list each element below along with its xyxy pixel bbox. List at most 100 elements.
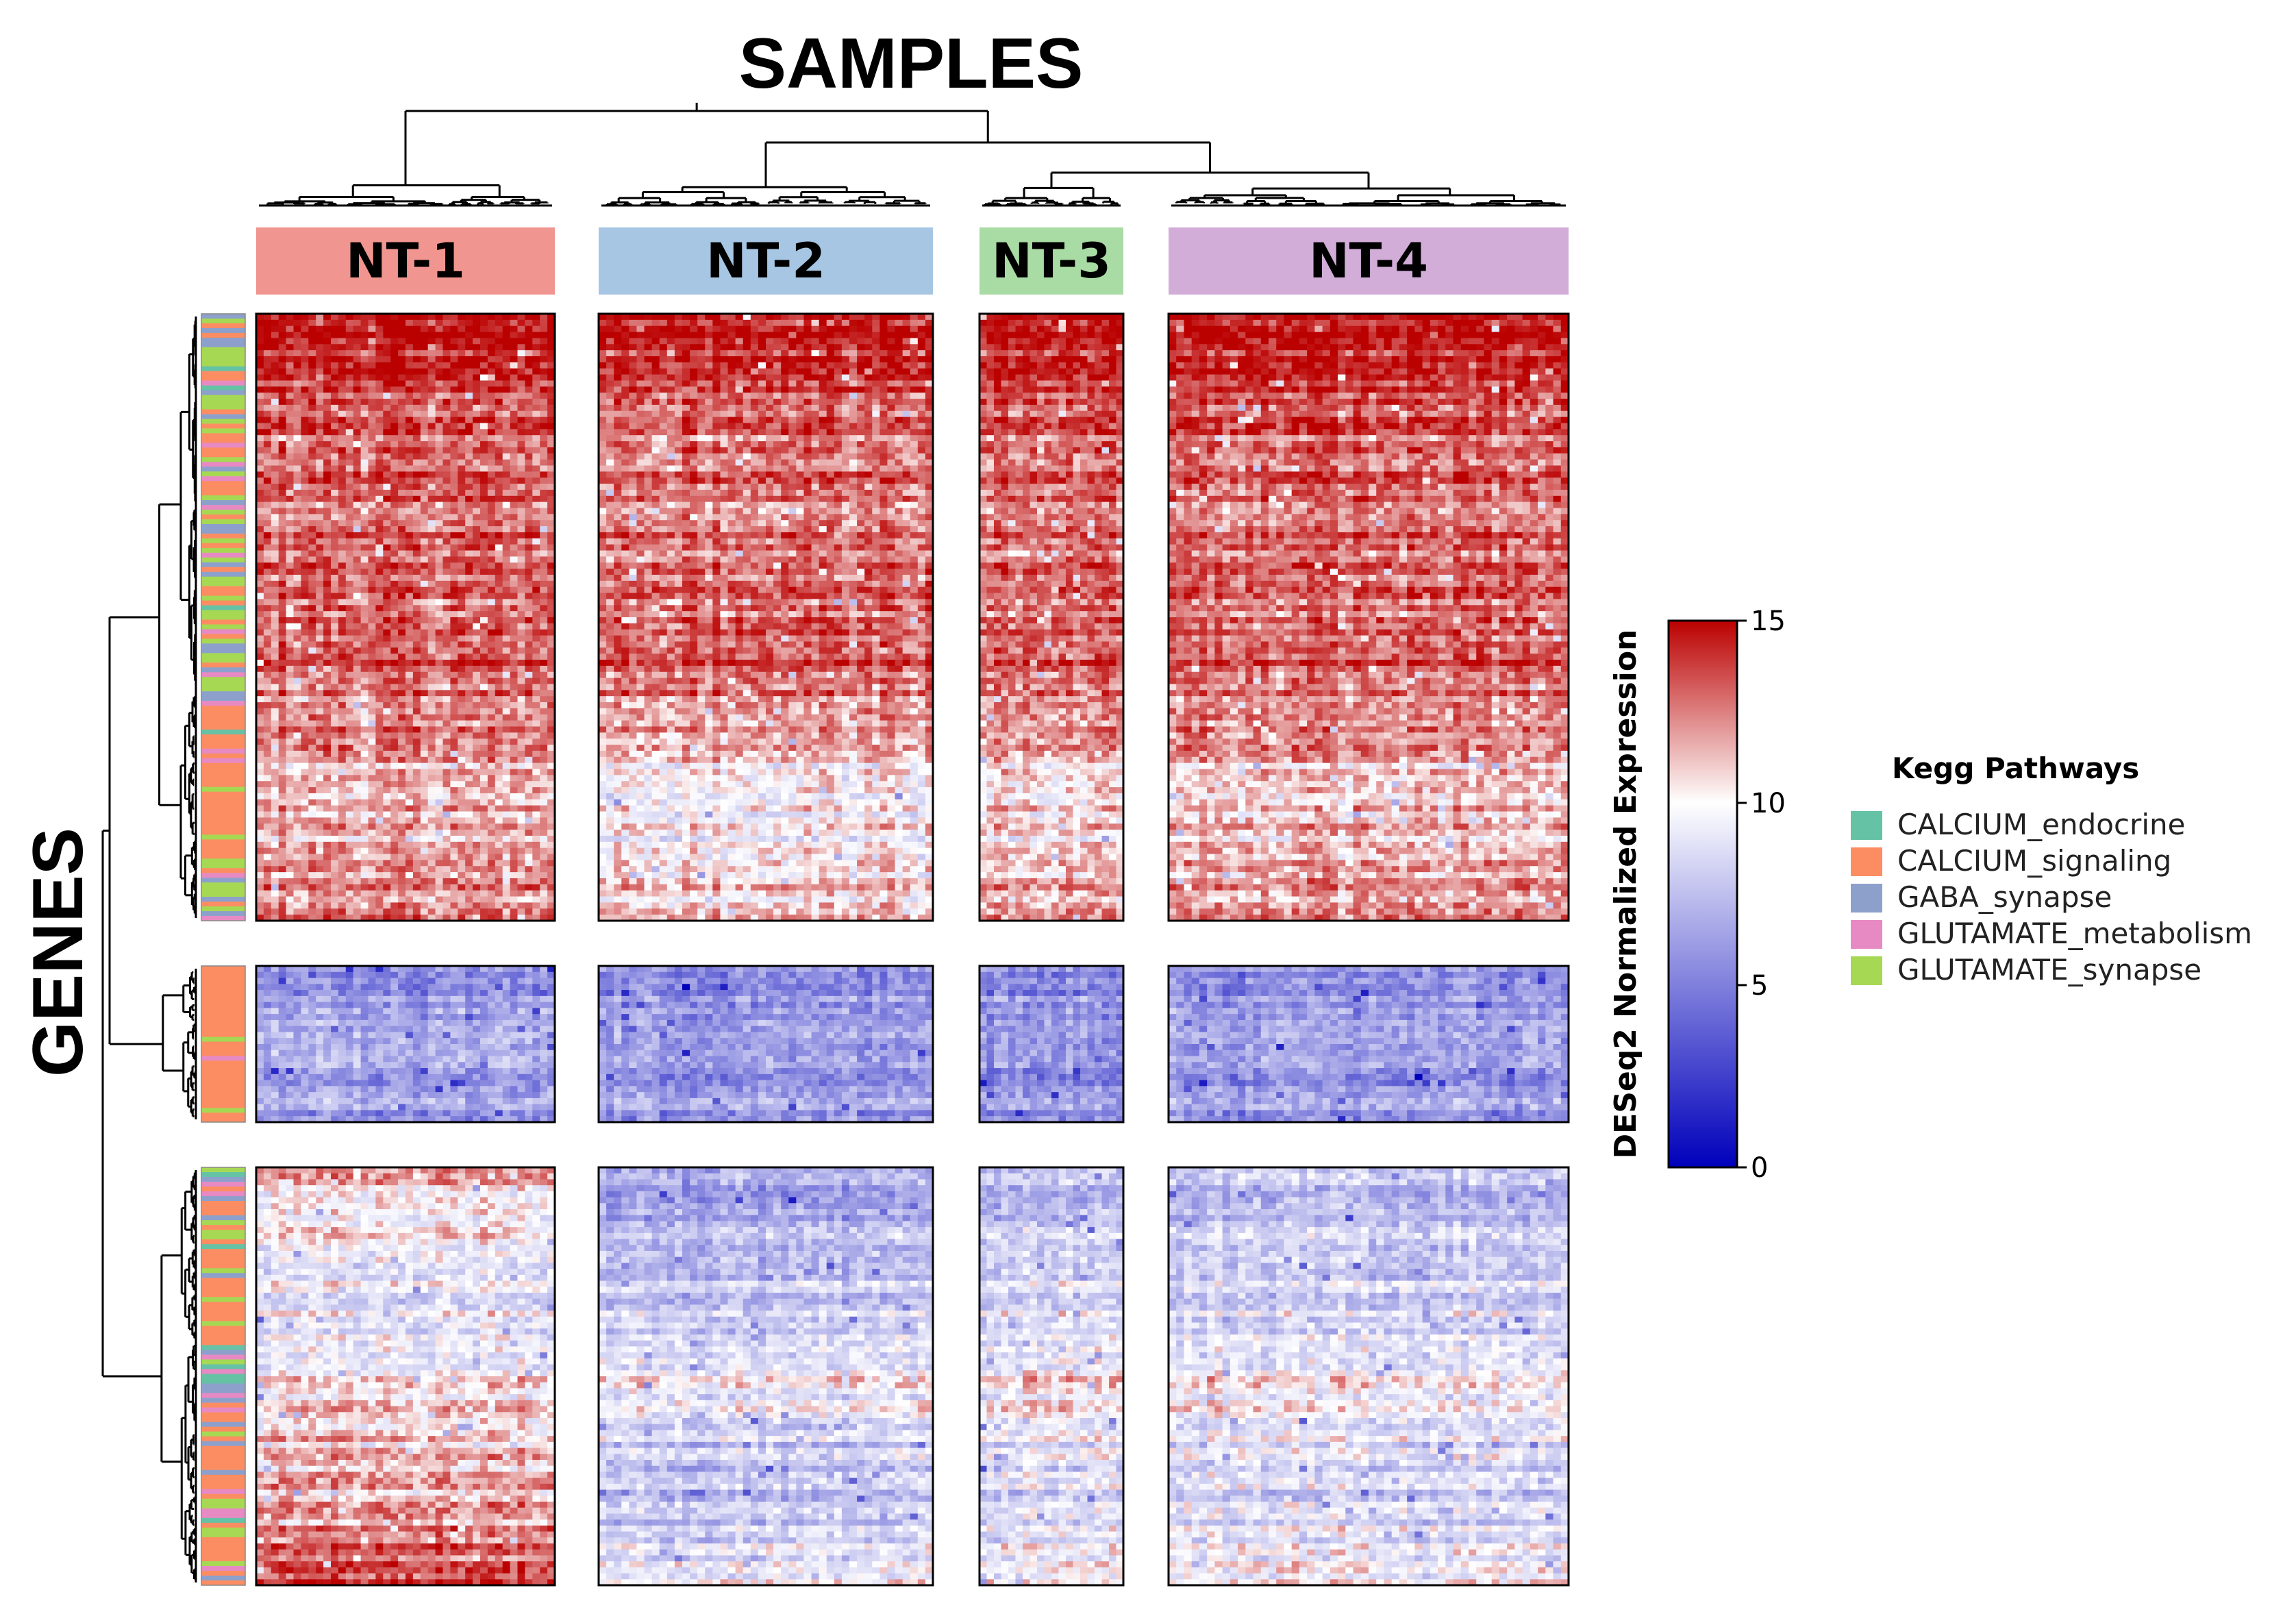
heatmap-cell	[547, 750, 556, 758]
heatmap-cell	[442, 738, 451, 745]
heatmap-cell	[510, 368, 519, 375]
heatmap-cell	[375, 362, 384, 369]
heatmap-cell	[442, 726, 451, 733]
heatmap-cell	[487, 501, 496, 509]
heatmap-cell	[465, 660, 473, 667]
heatmap-cell	[532, 544, 540, 551]
pathway-annotation-cell	[201, 696, 245, 702]
heatmap-cell	[301, 453, 309, 460]
heatmap-cell	[271, 477, 279, 484]
heatmap-cell	[278, 344, 287, 351]
heatmap-cell	[286, 447, 295, 454]
heatmap-cell	[360, 872, 369, 879]
heatmap-cell	[487, 787, 496, 794]
heatmap-cell	[331, 635, 339, 643]
heatmap-cell	[480, 902, 488, 909]
heatmap-cell	[353, 769, 362, 775]
heatmap-cell	[353, 544, 362, 551]
heatmap-cell	[398, 538, 406, 545]
heatmap-cell	[420, 550, 429, 557]
heatmap-cell	[487, 526, 496, 533]
heatmap-cell	[323, 823, 332, 830]
heatmap-cell	[308, 902, 316, 909]
heatmap-cell	[487, 660, 496, 667]
heatmap-cell	[547, 332, 556, 339]
heatmap-cell	[487, 429, 496, 436]
heatmap-cell	[405, 574, 414, 582]
heatmap-cell	[473, 501, 481, 509]
heatmap-cell	[547, 823, 556, 830]
heatmap-cell	[532, 447, 540, 454]
heatmap-cell	[442, 380, 451, 387]
heatmap-cell	[331, 325, 339, 333]
heatmap-cell	[286, 532, 295, 539]
heatmap-cell	[540, 817, 548, 824]
heatmap-cell	[420, 399, 429, 406]
heatmap-cell	[465, 708, 473, 715]
heatmap-cell	[398, 362, 406, 369]
heatmap-cell	[368, 471, 376, 478]
heatmap-cell	[420, 593, 429, 600]
heatmap-cell	[420, 599, 429, 606]
heatmap-cell	[271, 787, 279, 794]
heatmap-cell	[271, 508, 279, 514]
heatmap-cell	[442, 495, 451, 503]
heatmap-cell	[308, 678, 316, 685]
heatmap-cell	[368, 520, 376, 527]
heatmap-cell	[465, 423, 473, 430]
heatmap-cell	[502, 799, 511, 806]
heatmap-cell	[412, 830, 421, 836]
heatmap-cell	[487, 823, 496, 830]
pathway-annotation-cell	[201, 662, 245, 668]
heatmap-cell	[398, 678, 406, 685]
heatmap-cell	[412, 459, 421, 467]
heatmap-cell	[293, 805, 301, 812]
heatmap-cell	[473, 787, 481, 794]
heatmap-cell	[450, 520, 458, 527]
heatmap-cell	[316, 319, 324, 327]
heatmap-cell	[405, 471, 414, 478]
heatmap-cell	[271, 714, 279, 721]
heatmap-cell	[435, 708, 444, 715]
heatmap-cell	[405, 429, 414, 436]
heatmap-cell	[405, 514, 414, 521]
heatmap-cell	[390, 429, 399, 436]
heatmap-cell	[495, 745, 503, 752]
heatmap-cell	[286, 756, 295, 764]
heatmap-cell	[405, 362, 414, 369]
heatmap-cell	[316, 332, 324, 339]
heatmap-cell	[495, 660, 503, 667]
heatmap-cell	[502, 368, 511, 375]
heatmap-cell	[450, 817, 458, 824]
heatmap-cell	[278, 665, 287, 673]
heatmap-cell	[308, 665, 316, 673]
heatmap-cell	[427, 332, 436, 339]
pathway-annotation-cell	[201, 1093, 245, 1099]
heatmap-cell	[338, 726, 347, 733]
heatmap-cell	[368, 756, 376, 764]
pathway-annotation-cell	[201, 476, 245, 482]
heatmap-cell	[271, 447, 279, 454]
pathway-annotation-cell	[201, 863, 245, 869]
heatmap-cell	[345, 569, 354, 575]
heatmap-cell	[525, 884, 533, 891]
heatmap-cell	[473, 805, 481, 812]
heatmap-cell	[420, 902, 429, 909]
heatmap-cell	[532, 854, 540, 860]
heatmap-cell	[487, 854, 496, 860]
heatmap-cell	[323, 538, 332, 545]
heatmap-cell	[487, 611, 496, 618]
heatmap-cell	[263, 447, 272, 454]
heatmap-cell	[271, 538, 279, 545]
heatmap-cell	[331, 532, 339, 539]
heatmap-cell	[323, 544, 332, 551]
heatmap-cell	[420, 660, 429, 667]
heatmap-cell	[547, 690, 556, 697]
heatmap-cell	[517, 890, 525, 897]
heatmap-cell	[405, 489, 414, 497]
heatmap-cell	[293, 605, 301, 612]
heatmap-cell	[345, 787, 354, 794]
heatmap-cell	[323, 623, 332, 630]
heatmap-cell	[442, 465, 451, 472]
pathway-annotation-cell	[201, 342, 245, 348]
